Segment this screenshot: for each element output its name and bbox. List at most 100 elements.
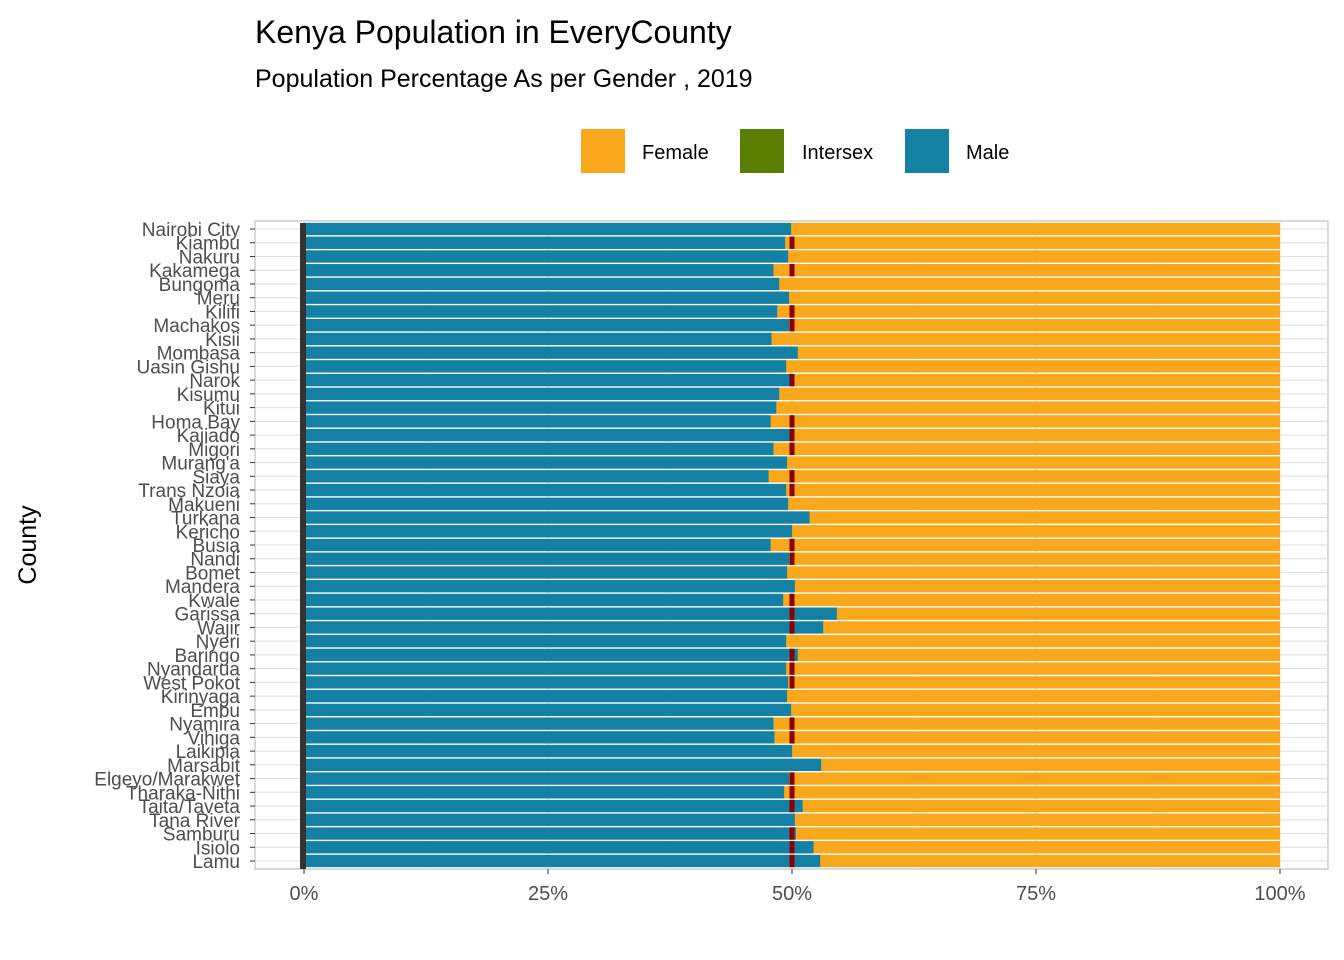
y-tick-label: Meru: [197, 289, 240, 310]
legend-label-female: Female: [642, 142, 709, 164]
legend-label-intersex: Intersex: [802, 142, 873, 164]
bar-female-samburu: [796, 827, 1280, 840]
bar-female-nakuru: [788, 250, 1280, 263]
y-tick-label: Siaya: [192, 467, 240, 488]
marker-narok: [789, 373, 795, 387]
bar-male-kericho: [304, 525, 792, 538]
y-tick-label: Kiambu: [176, 234, 240, 255]
y-tick-label: Samburu: [163, 825, 240, 846]
chart-title: Kenya Population in EveryCounty: [255, 14, 732, 50]
bar-female-nyeri: [786, 634, 1280, 648]
bar-female-kiambu: [785, 236, 1280, 249]
bar-male-nyeri: [304, 634, 787, 648]
legend-label-male: Male: [966, 142, 1009, 164]
y-tick-label: Baringo: [175, 646, 241, 667]
marker-kakamega: [789, 264, 795, 277]
y-tick-label: Migori: [188, 440, 240, 461]
bar-male-kitui: [304, 401, 777, 414]
bar-female-vihiga: [774, 731, 1280, 744]
y-tick-label: Kakamega: [149, 261, 240, 282]
y-tick-label: Nyeri: [196, 632, 240, 653]
bar-male-kilifi: [304, 305, 778, 318]
bar-male-uasin-gishu: [304, 360, 787, 373]
bar-female-nairobi-city: [791, 222, 1280, 236]
marker-homa-bay: [789, 415, 795, 428]
bar-male-turkana: [304, 511, 810, 524]
legend-swatch-male: [905, 129, 949, 173]
bar-female-kisii: [771, 332, 1280, 346]
y-tick-label: Uasin Gishu: [137, 357, 241, 378]
bar-female-isiolo: [813, 841, 1280, 854]
bar-male-kwale: [304, 593, 784, 607]
marker-elgeyo-marakwet: [789, 772, 795, 785]
legend-swatch-intersex: [740, 129, 784, 173]
x-tick-label: 75%: [1016, 883, 1056, 905]
y-tick-label: Mandera: [165, 577, 240, 598]
bar-female-nyandarua: [786, 662, 1280, 675]
marker-tharaka-nithi: [789, 786, 795, 799]
legend-swatch-female: [581, 129, 625, 173]
marker-vihiga: [789, 731, 795, 744]
marker-trans-nzoia: [789, 483, 795, 497]
bar-male-siaya: [304, 470, 769, 483]
bar-female-tana-river: [795, 813, 1280, 826]
marker-migori: [789, 442, 795, 456]
y-tick-label: Taita/Taveta: [139, 797, 241, 818]
y-tick-label: Garissa: [175, 605, 241, 626]
y-tick-label: Isiolo: [196, 838, 240, 859]
bar-male-samburu: [304, 827, 796, 840]
marker-nandi: [789, 552, 795, 565]
bar-female-machakos: [789, 318, 1280, 332]
y-tick-label: West Pokot: [143, 673, 241, 694]
bar-male-mandera: [304, 580, 795, 593]
bar-male-kisumu: [304, 387, 780, 401]
marker-siaya: [789, 470, 795, 483]
bar-female-embu: [791, 703, 1280, 717]
bar-female-meru: [789, 291, 1280, 304]
y-tick-label: Bungoma: [159, 275, 241, 296]
marker-busia: [789, 538, 795, 552]
y-tick-label: Elgeyo/Marakwet: [94, 770, 240, 791]
bar-female-kilifi: [777, 305, 1280, 318]
bar-female-lamu: [820, 854, 1280, 868]
bar-female-siaya: [768, 470, 1280, 483]
bar-female-elgeyo-marakwet: [789, 772, 1280, 785]
bar-male-wajir: [304, 621, 824, 634]
y-tick-label: Narok: [189, 371, 240, 392]
bar-male-bomet: [304, 566, 788, 579]
bar-female-kirinyaga: [787, 689, 1280, 703]
bar-female-uasin-gishu: [786, 360, 1280, 373]
y-tick-label: Laikipia: [176, 742, 241, 763]
y-tick-label: Kilifi: [205, 302, 240, 323]
bar-male-kajiado: [304, 428, 792, 442]
marker-machakos: [789, 318, 795, 332]
bar-male-isiolo: [304, 841, 814, 854]
bar-female-kitui: [776, 401, 1280, 414]
bar-male-kisii: [304, 332, 772, 346]
marker-kajiado: [789, 428, 795, 442]
y-tick-label: Marsabit: [167, 756, 241, 777]
bar-male-lamu: [304, 854, 821, 868]
bar-female-kisumu: [779, 387, 1280, 401]
y-tick-label: Embu: [190, 701, 240, 722]
bar-female-wajir: [823, 621, 1280, 634]
bar-female-marsabit: [821, 758, 1280, 772]
bar-female-homa-bay: [770, 415, 1280, 428]
y-tick-label: Nakuru: [179, 247, 240, 268]
bar-female-makueni: [788, 497, 1280, 510]
y-tick-label: Kisumu: [177, 385, 240, 406]
bar-female-bomet: [787, 566, 1280, 579]
bar-female-west-pokot: [788, 676, 1280, 689]
marker-lamu: [789, 854, 795, 868]
y-tick-label: Trans Nzoia: [138, 481, 240, 502]
marker-kiambu: [789, 236, 795, 249]
bar-male-machakos: [304, 318, 790, 332]
bar-female-taita-taveta: [802, 799, 1280, 813]
marker-samburu: [789, 827, 795, 840]
x-tick-label: 25%: [528, 883, 568, 905]
y-tick-label: Lamu: [192, 852, 240, 873]
bar-male-nakuru: [304, 250, 789, 263]
bar-female-trans-nzoia: [786, 483, 1280, 497]
bar-female-turkana: [809, 511, 1280, 524]
y-axis-title: County: [14, 505, 42, 585]
